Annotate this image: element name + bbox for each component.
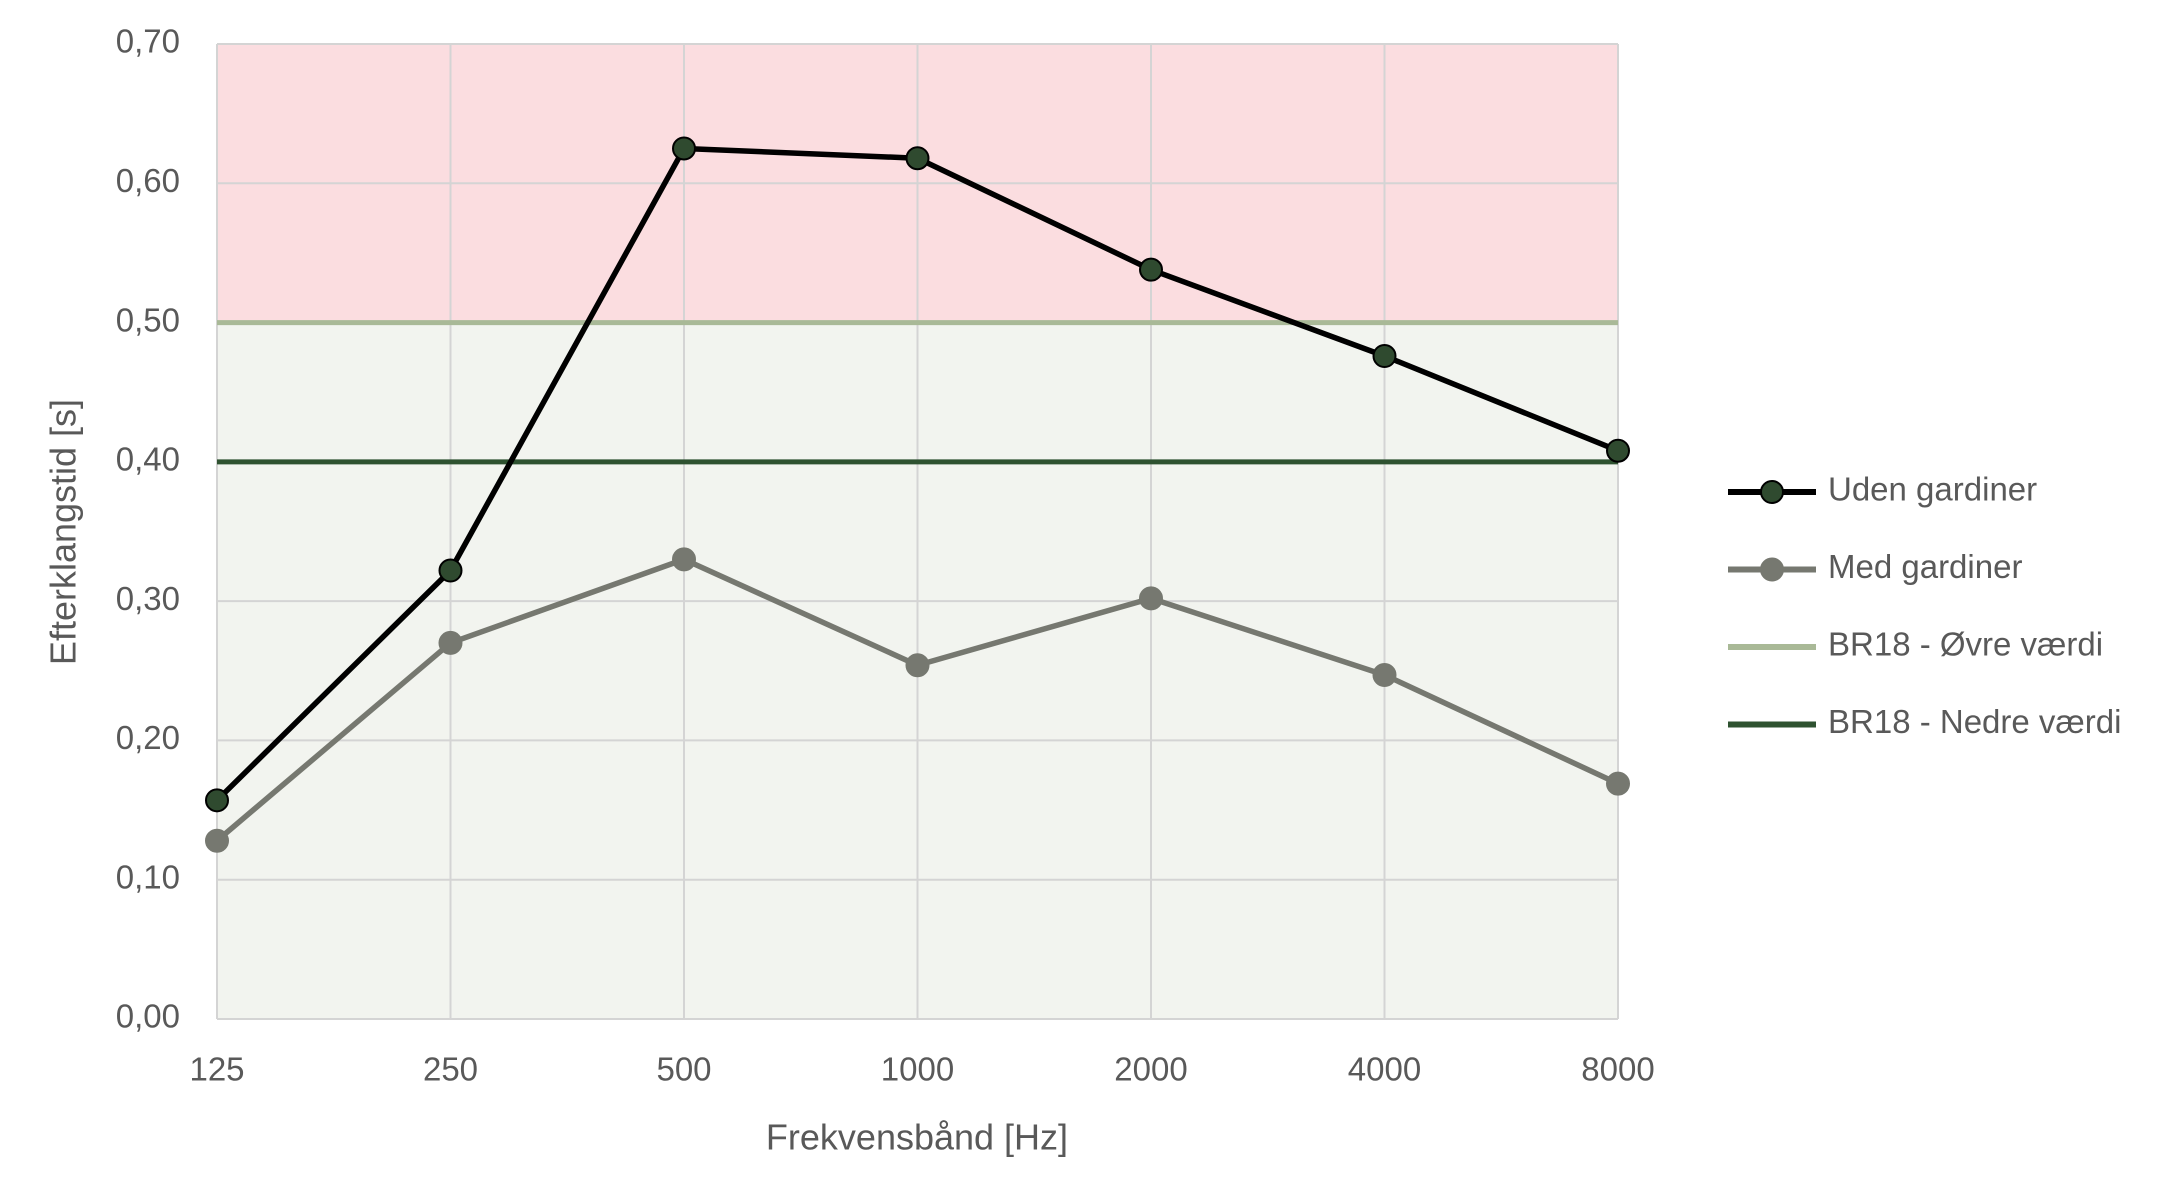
data-point [1139, 257, 1163, 282]
data-point [1606, 771, 1630, 796]
x-axis-title: Frekvensbånd [Hz] [766, 1117, 1068, 1158]
data-point [905, 146, 930, 171]
y-tick-label: 0,00 [116, 998, 180, 1035]
y-axis-title: Efterklangstid [s] [43, 399, 84, 665]
y-tick-label: 0,60 [116, 162, 180, 199]
legend-label: Med gardiner [1828, 548, 2022, 585]
data-point [672, 136, 696, 161]
legend-marker [1760, 557, 1784, 582]
data-point [905, 653, 930, 678]
data-point [1606, 438, 1630, 463]
y-tick-label: 0,40 [116, 441, 180, 478]
data-point [205, 788, 229, 813]
legend-label: BR18 - Nedre værdi [1828, 703, 2121, 740]
legend-marker [1760, 480, 1784, 504]
x-tick-label: 500 [656, 1051, 711, 1088]
x-tick-label: 1000 [881, 1051, 954, 1088]
data-point [205, 828, 229, 853]
legend-label: Uden gardiner [1828, 471, 2037, 508]
legend-label: BR18 - Øvre værdi [1828, 626, 2103, 663]
x-tick-label: 125 [189, 1051, 244, 1088]
data-point [438, 558, 463, 583]
data-point [438, 630, 463, 655]
y-tick-label: 0,70 [116, 23, 180, 60]
y-tick-label: 0,10 [116, 858, 180, 895]
x-tick-label: 250 [423, 1051, 478, 1088]
data-point [672, 547, 696, 572]
y-tick-label: 0,20 [116, 719, 180, 756]
x-tick-label: 2000 [1114, 1051, 1187, 1088]
x-tick-label: 8000 [1581, 1051, 1654, 1088]
data-point [1372, 662, 1397, 687]
x-tick-label: 4000 [1348, 1051, 1421, 1088]
data-point [1139, 586, 1163, 611]
plot-layer [216, 43, 1619, 1020]
y-tick-label: 0,30 [116, 580, 180, 617]
y-tick-label: 0,50 [116, 301, 180, 338]
data-point [1372, 344, 1397, 368]
